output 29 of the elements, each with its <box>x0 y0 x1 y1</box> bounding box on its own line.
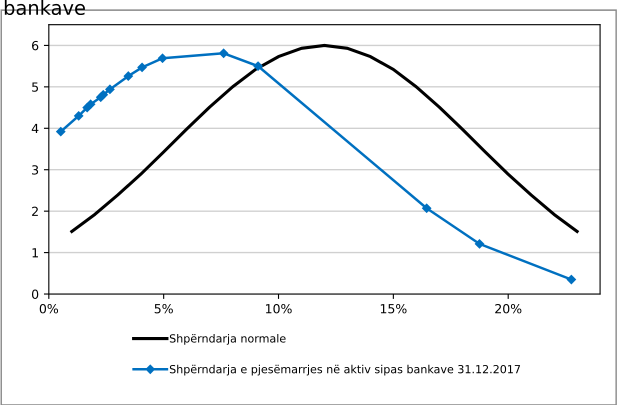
legend-label: Shpërndarja e pjesëmarrjes në aktiv sipas bankave 31.12.2017 <box>170 364 520 376</box>
point <box>253 62 263 71</box>
x-tick-label: 0% <box>40 304 58 314</box>
x-tick-label: 15% <box>380 304 407 314</box>
x-tick-label: 10% <box>266 304 292 314</box>
point <box>98 90 108 100</box>
point <box>137 62 147 72</box>
y-tick-label: 0 <box>32 290 38 299</box>
point <box>218 48 228 58</box>
chart-title: bankave <box>4 0 85 16</box>
x-tick-label: 5% <box>154 304 173 314</box>
point <box>566 274 576 284</box>
point <box>74 111 84 120</box>
point <box>474 239 484 249</box>
y-tick-label: 3 <box>32 165 38 175</box>
y-tick-label: 2 <box>32 206 38 216</box>
x-tick-label: 20% <box>495 304 522 314</box>
y-tick-label: 4 <box>32 124 38 134</box>
point <box>86 100 96 109</box>
point <box>124 71 133 81</box>
point <box>158 54 168 63</box>
line-series <box>70 44 579 233</box>
y-tick-label: 1 <box>32 248 38 258</box>
point <box>105 84 115 94</box>
y-tick-label: 5 <box>32 82 38 92</box>
point <box>422 204 432 213</box>
y-tick-label: 6 <box>32 40 38 50</box>
point <box>56 126 66 136</box>
legend-label: Shpërndarja normale <box>170 334 286 345</box>
